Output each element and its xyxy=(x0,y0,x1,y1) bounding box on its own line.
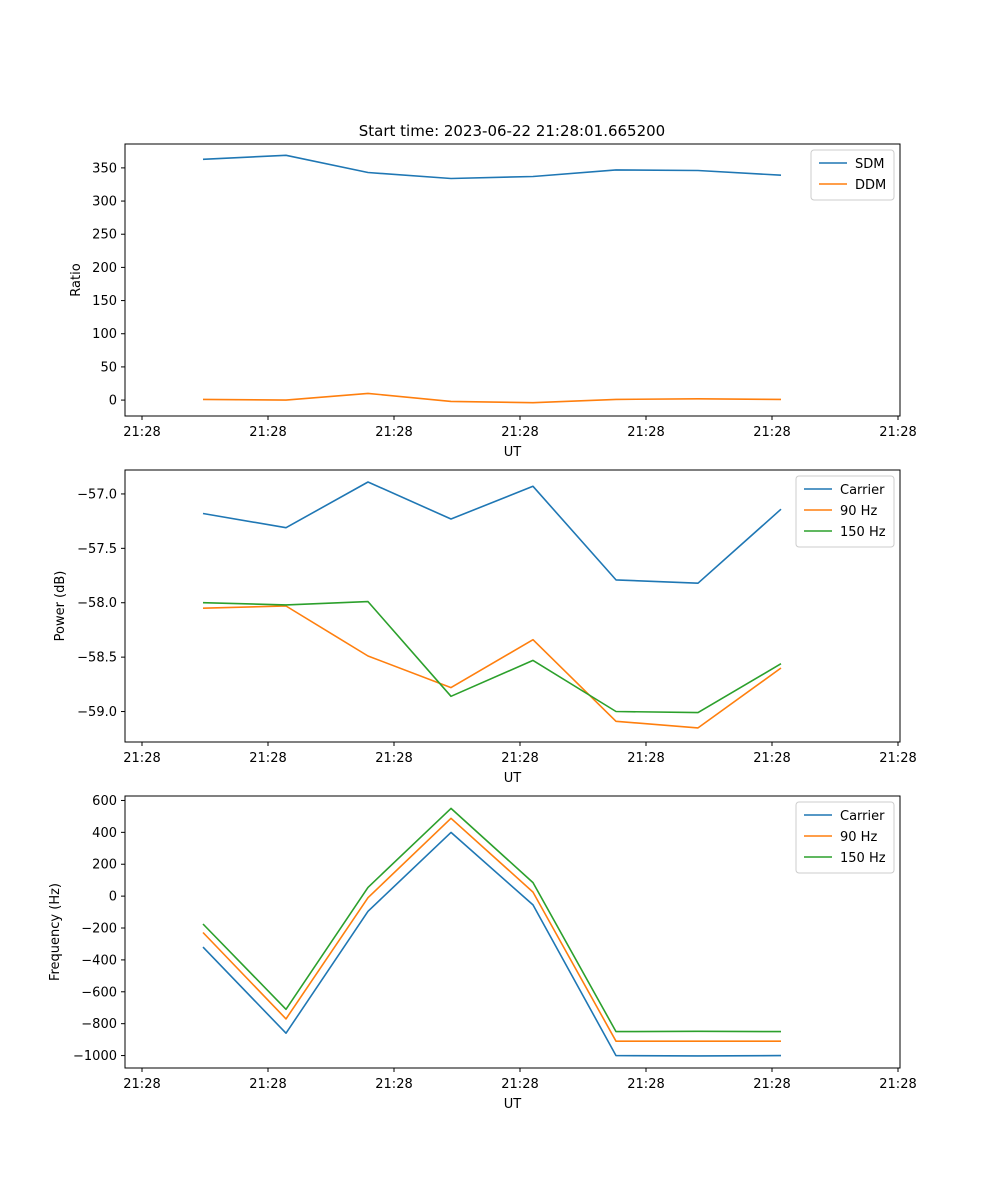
y-tick-label: −600 xyxy=(81,985,117,1000)
x-tick-label: 21:28 xyxy=(249,751,286,766)
y-tick-label: −59.0 xyxy=(77,705,117,720)
y-tick-label: 200 xyxy=(92,858,117,873)
y-tick-label: 150 xyxy=(92,294,117,309)
y-tick-label: 400 xyxy=(92,826,117,841)
axes-frame xyxy=(124,143,901,417)
axes-frame xyxy=(124,795,901,1069)
x-tick-label: 21:28 xyxy=(249,1077,286,1092)
x-tick-label: 21:28 xyxy=(879,425,916,440)
x-tick-label: 21:28 xyxy=(123,751,160,766)
axes-frame xyxy=(124,469,901,743)
series-line-carrier xyxy=(202,831,782,1057)
x-tick-label: 21:28 xyxy=(123,425,160,440)
y-tick-label: −400 xyxy=(81,953,117,968)
x-tick-label: 21:28 xyxy=(501,425,538,440)
x-axis-label: UT xyxy=(504,771,522,786)
y-tick-label: 350 xyxy=(92,161,117,176)
y-tick-label: 0 xyxy=(109,890,117,905)
x-tick-label: 21:28 xyxy=(753,751,790,766)
series-line-ddm xyxy=(202,392,782,404)
x-tick-label: 21:28 xyxy=(375,1077,412,1092)
legend: Carrier 90 Hz 150 Hz xyxy=(795,475,895,548)
legend-label: SDM xyxy=(855,157,884,172)
legend: Carrier 90 Hz 150 Hz xyxy=(795,801,895,874)
legend-label: DDM xyxy=(855,178,886,193)
y-tick-label: 50 xyxy=(100,360,117,375)
y-tick-label: 0 xyxy=(109,394,117,409)
y-tick-label: −1000 xyxy=(73,1049,117,1064)
legend-label: 150 Hz xyxy=(840,525,886,540)
y-tick-label: 250 xyxy=(92,228,117,243)
series-line-sdm xyxy=(202,154,782,180)
x-tick-label: 21:28 xyxy=(501,751,538,766)
y-tick-label: −58.5 xyxy=(77,651,117,666)
x-tick-label: 21:28 xyxy=(879,1077,916,1092)
figure-title: Start time: 2023-06-22 21:28:01.665200 xyxy=(359,122,665,140)
legend-label: 150 Hz xyxy=(840,851,886,866)
series-line-carrier xyxy=(202,481,782,585)
chart-panel-3: 21:28 21:28 21:28 21:28 21:28 21:28 21:28 −1000… xyxy=(48,794,917,1112)
x-tick-label: 21:28 xyxy=(753,1077,790,1092)
y-tick-label: 300 xyxy=(92,195,117,210)
y-axis-label: Power (dB) xyxy=(53,571,68,642)
legend-label: 90 Hz xyxy=(840,830,877,845)
x-tick-label: 21:28 xyxy=(123,1077,160,1092)
x-tick-label: 21:28 xyxy=(249,425,286,440)
x-tick-label: 21:28 xyxy=(627,425,664,440)
series-line-150-hz xyxy=(202,600,782,714)
y-tick-label: −58.0 xyxy=(77,596,117,611)
series-line-150-hz xyxy=(202,807,782,1033)
legend-box xyxy=(795,801,895,874)
y-tick-label: 200 xyxy=(92,261,117,276)
x-tick-label: 21:28 xyxy=(375,751,412,766)
legend: SDM DDM xyxy=(810,149,895,201)
legend-label: Carrier xyxy=(840,809,885,824)
chart-panel-2: 21:28 21:28 21:28 21:28 21:28 21:28 21:28 −59.0… xyxy=(53,469,917,786)
legend-label: 90 Hz xyxy=(840,504,877,519)
x-tick-label: 21:28 xyxy=(627,751,664,766)
x-axis-label: UT xyxy=(504,1097,522,1112)
x-axis-label: UT xyxy=(504,445,522,460)
y-tick-label: −57.5 xyxy=(77,542,117,557)
legend-box xyxy=(795,475,895,548)
series-line-90-hz xyxy=(202,605,782,729)
y-tick-label: −800 xyxy=(81,1017,117,1032)
x-tick-label: 21:28 xyxy=(879,751,916,766)
x-tick-label: 21:28 xyxy=(501,1077,538,1092)
y-axis-label: Ratio xyxy=(69,263,84,296)
x-tick-label: 21:28 xyxy=(753,425,790,440)
y-tick-label: −200 xyxy=(81,922,117,937)
chart-panel-1: 21:28 21:28 21:28 21:28 21:28 21:28 21:28 0 50 10… xyxy=(69,143,917,460)
y-axis-label: Frequency (Hz) xyxy=(48,883,63,981)
y-tick-label: 600 xyxy=(92,794,117,809)
series-line-90-hz xyxy=(202,817,781,1042)
y-tick-label: −57.0 xyxy=(77,487,117,502)
y-tick-label: 100 xyxy=(92,327,117,342)
x-tick-label: 21:28 xyxy=(627,1077,664,1092)
x-tick-label: 21:28 xyxy=(375,425,412,440)
legend-label: Carrier xyxy=(840,483,885,498)
